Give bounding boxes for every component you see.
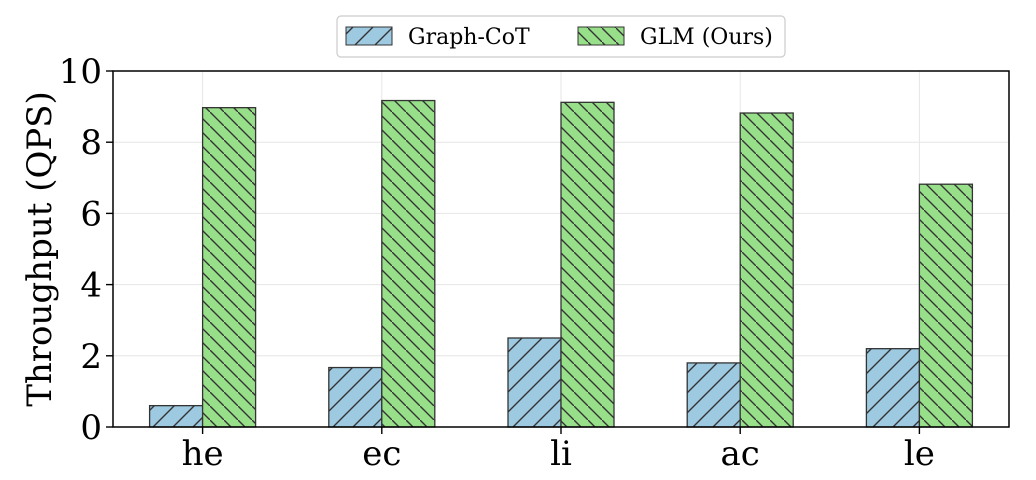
y-tick-label: 8 <box>80 123 102 163</box>
x-tick-label: he <box>182 434 224 474</box>
y-tick-label: 10 <box>59 52 102 92</box>
x-tick-label: ec <box>362 434 401 474</box>
x-axis: he ec li ac le <box>182 427 935 474</box>
legend-label-glm: GLM (Ours) <box>640 25 773 50</box>
bar-hatch-graph-cot-li <box>507 337 562 428</box>
bar-hatch-glm-ours-le <box>918 183 974 428</box>
legend-swatch-glm-hatch <box>578 27 624 45</box>
bar-hatch-graph-cot-ec <box>328 366 383 428</box>
y-tick-label: 6 <box>80 194 102 234</box>
y-axis: 0 2 4 6 8 10 <box>59 52 113 448</box>
legend-box <box>336 15 786 58</box>
bar-hatch-graph-cot-ac <box>686 362 741 428</box>
bar-hatch-graph-cot-le <box>865 348 921 428</box>
bar-hatch-graph-cot-he <box>148 404 204 428</box>
legend: Graph-CoT GLM (Ours) <box>336 15 786 58</box>
legend-swatch-graph-cot-hatch <box>346 27 392 45</box>
y-axis-label: Throughput (QPS) <box>20 91 60 407</box>
bars <box>148 99 974 428</box>
bar-hatch-glm-ours-ec <box>381 99 436 428</box>
y-tick-label: 4 <box>80 266 102 306</box>
legend-label-graph-cot: Graph-CoT <box>408 25 530 50</box>
bar-hatch-glm-ours-li <box>560 101 615 428</box>
y-tick-label: 0 <box>80 408 102 448</box>
x-tick-label: li <box>550 434 572 474</box>
x-tick-label: ac <box>721 434 760 474</box>
y-tick-label: 2 <box>80 337 102 377</box>
x-tick-label: le <box>904 434 935 474</box>
bar-hatch-glm-ours-ac <box>739 112 794 428</box>
bar-hatch-glm-ours-he <box>201 107 257 428</box>
